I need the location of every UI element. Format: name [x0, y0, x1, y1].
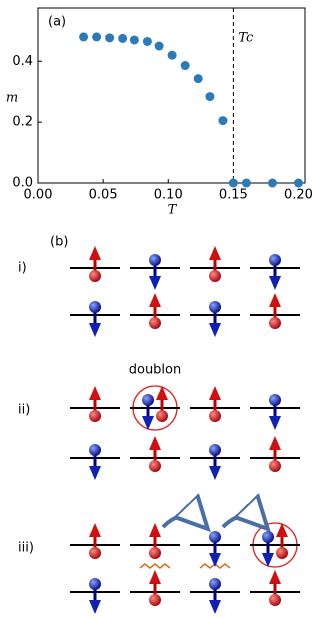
- y-tick-label: 0.2: [12, 115, 33, 130]
- spin-head: [209, 323, 221, 337]
- point: [228, 178, 238, 188]
- doublon-label: doublon: [129, 363, 182, 378]
- spin-head: [209, 600, 221, 614]
- spin-head: [156, 386, 168, 400]
- point: [180, 61, 190, 71]
- y-tick-label: 0.0: [12, 176, 33, 191]
- spin-head: [149, 570, 161, 584]
- x-tick-label: 0.15: [219, 188, 248, 203]
- spin-head: [209, 386, 221, 400]
- critical-label: Tc: [238, 31, 254, 46]
- x-tick-label: 0.05: [89, 188, 118, 203]
- point: [105, 33, 115, 43]
- point: [241, 178, 251, 188]
- spin-head: [276, 523, 288, 537]
- spin-head: [149, 523, 161, 537]
- spin-head: [89, 246, 101, 260]
- x-tick-label: 0.00: [24, 188, 53, 203]
- spin-head: [209, 246, 221, 260]
- hop-arrow: [221, 516, 265, 527]
- spin-ball: [156, 410, 168, 422]
- spin-head: [89, 600, 101, 614]
- y-axis-label: m: [6, 91, 18, 106]
- spin-ball: [89, 270, 101, 282]
- spin-ball: [89, 301, 101, 313]
- spin-ball: [209, 410, 221, 422]
- spin-ball: [269, 254, 281, 266]
- spin-head: [269, 436, 281, 450]
- spin-ball: [209, 531, 221, 543]
- spin-ball: [149, 594, 161, 606]
- y-tick-label: 0.4: [12, 54, 33, 69]
- point: [193, 74, 203, 84]
- x-tick-label: 0.10: [154, 188, 183, 203]
- spin-ball: [89, 410, 101, 422]
- row-label: iii): [18, 541, 34, 556]
- spin-head: [262, 553, 274, 567]
- spin-head: [269, 293, 281, 307]
- spin-head: [209, 466, 221, 480]
- spin-ball: [269, 594, 281, 606]
- point: [79, 32, 89, 42]
- spin-head: [149, 276, 161, 290]
- spin-ball: [89, 578, 101, 590]
- panel-label: (b): [50, 235, 68, 250]
- point: [267, 178, 277, 188]
- spin-head: [149, 293, 161, 307]
- point: [167, 50, 177, 60]
- point: [92, 32, 102, 42]
- spin-ball: [209, 578, 221, 590]
- point: [118, 33, 128, 43]
- spin-ball: [269, 317, 281, 329]
- spin-ball: [149, 317, 161, 329]
- panel-label: (a): [48, 15, 66, 30]
- spin-ball: [149, 547, 161, 559]
- spin-ball: [269, 460, 281, 472]
- spin-head: [89, 466, 101, 480]
- point: [293, 178, 303, 188]
- hop-arrow: [161, 516, 205, 527]
- spin-head: [89, 386, 101, 400]
- spin-ball: [269, 394, 281, 406]
- spin-ball: [209, 444, 221, 456]
- spin-head: [269, 416, 281, 430]
- point: [205, 92, 215, 102]
- point: [218, 116, 228, 126]
- spin-ball: [209, 270, 221, 282]
- spin-head: [209, 553, 221, 567]
- spin-ball: [262, 531, 274, 543]
- spin-head: [149, 436, 161, 450]
- spin-ball: [149, 460, 161, 472]
- spin-head: [142, 416, 154, 430]
- spin-head: [89, 523, 101, 537]
- bond: [139, 563, 171, 569]
- point: [142, 36, 152, 46]
- spin-ball: [89, 547, 101, 559]
- plot-frame: [37, 7, 306, 184]
- spin-head: [89, 323, 101, 337]
- spin-ball: [209, 301, 221, 313]
- point: [129, 35, 139, 45]
- spin-ball: [276, 547, 288, 559]
- x-axis-label: T: [168, 203, 178, 218]
- row-label: ii): [18, 403, 30, 418]
- spin-ball: [149, 254, 161, 266]
- spin-ball: [142, 394, 154, 406]
- spin-head: [269, 276, 281, 290]
- spin-head: [269, 570, 281, 584]
- spin-ball: [89, 444, 101, 456]
- row-label: i): [18, 261, 27, 276]
- x-tick-label: 0.20: [284, 188, 313, 203]
- point: [154, 41, 164, 51]
